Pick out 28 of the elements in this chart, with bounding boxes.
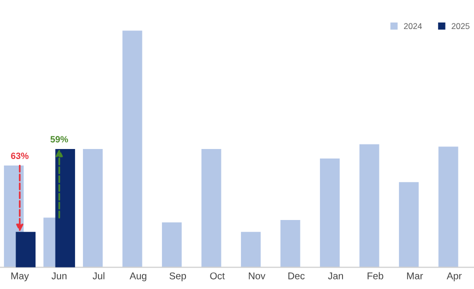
bar [162, 222, 182, 268]
bar [122, 30, 142, 268]
bar [240, 232, 261, 268]
x-tick-label: Sep [170, 272, 186, 282]
bar [16, 232, 36, 268]
x-tick-label: Apr [446, 272, 462, 282]
annotation: 63% [11, 152, 29, 160]
x-tick-label: Aug [130, 272, 146, 282]
x-tick-label: Oct [210, 272, 225, 280]
legend-label: 2025 [452, 23, 470, 30]
legend-label: 2024 [404, 23, 422, 30]
bar [320, 158, 340, 268]
x-tick-label: Jul [92, 272, 104, 280]
x-tick-label: Jun [52, 272, 66, 280]
x-tick-label: Jan [328, 272, 343, 280]
bar [55, 148, 76, 268]
x-tick-label: Mar [407, 272, 423, 280]
bar [438, 146, 458, 268]
x-tick-label: Dec [288, 272, 305, 280]
bar [82, 148, 103, 268]
x-tick-label: Nov [248, 272, 266, 280]
x-tick-label: Feb [368, 272, 384, 280]
annotation: 59% [50, 136, 68, 142]
x-tick-label: May [11, 272, 29, 282]
bar [280, 220, 300, 268]
bar [398, 182, 419, 268]
bar [359, 144, 380, 268]
bar [201, 148, 222, 268]
